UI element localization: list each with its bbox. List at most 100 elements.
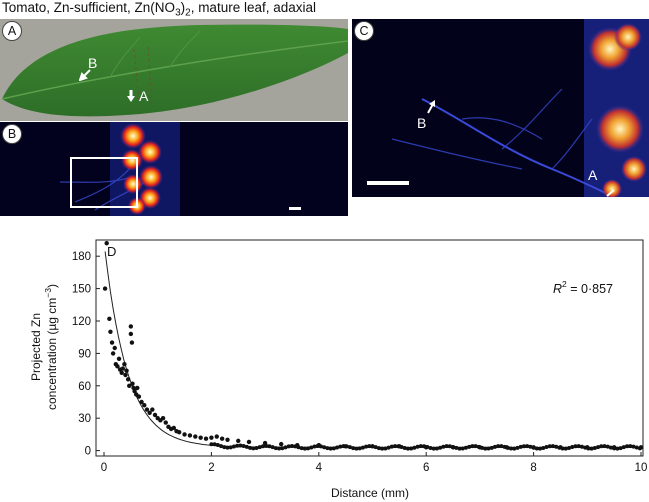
data-point [592,446,597,451]
data-point [238,443,243,448]
data-point [129,340,135,345]
data-point [225,437,230,442]
data-point [541,445,546,450]
zoom-region-box [70,157,138,208]
data-point [412,445,417,450]
data-point [354,446,359,451]
data-point [108,329,113,334]
y-axis-label-line1: Projected Zn [29,313,43,381]
figure-title: Tomato, Zn-sufficient, Zn(NO3)2, mature … [2,0,317,19]
data-point [560,446,565,451]
data-point [135,385,140,391]
data-point [119,370,124,376]
y-tick-label: 30 [78,413,91,425]
y-tick-label: 120 [72,316,91,328]
data-point [505,445,510,450]
data-point [425,445,430,450]
data-point [634,445,639,450]
data-point [454,445,459,450]
data-point [376,446,381,451]
fit-curve [104,251,641,448]
data-point [120,366,125,371]
data-point [538,446,543,451]
data-point [618,446,623,451]
data-point [171,425,177,431]
panel-a-leaf-photo: A B A [0,19,348,121]
arrow-icon [127,90,135,102]
data-point [451,444,456,449]
data-point [579,444,584,449]
data-point [286,444,291,449]
data-point [142,403,147,408]
data-point [386,445,391,450]
data-point [463,445,468,450]
data-point [370,444,375,449]
data-point [422,444,427,449]
data-point [203,436,209,441]
data-point [264,443,269,448]
data-point [576,444,581,449]
data-point [107,316,112,322]
x-axis-ticks: 0 2 4 6 8 10 [101,452,647,474]
data-point [492,444,497,449]
data-point [383,446,388,451]
x-tick-label: 8 [530,462,536,474]
data-point [409,446,414,451]
arrow-icon [79,69,91,81]
data-point [123,372,128,378]
data-point [467,444,472,449]
data-point [193,434,198,439]
data-point [315,444,320,449]
data-point [176,430,182,435]
data-point [589,446,594,451]
x-axis-label: Distance (mm) [331,486,409,500]
data-point [215,442,220,447]
data-point [483,446,488,451]
data-point [335,445,340,450]
data-point [431,446,436,451]
data-point [209,435,214,440]
r-squared-annotation: R2 = 0·857 [553,279,613,296]
data-point [389,444,394,449]
data-point [544,444,549,449]
data-point [273,446,278,451]
data-point [267,444,272,449]
x-tick-label: 0 [101,462,107,474]
panel-b-letter: B [2,124,22,144]
panel-a-letter: A [2,21,22,41]
data-point [380,446,385,451]
data-point [525,444,530,449]
data-point [528,444,533,449]
data-point [364,444,369,449]
y-tick-label: 0 [85,446,91,458]
arrow-icon [606,189,615,197]
data-point [225,445,230,450]
data-point [570,445,575,450]
data-point [557,445,562,450]
data-point [596,445,601,450]
data-point [489,445,494,450]
data-point [637,446,642,451]
data-points [102,241,644,451]
data-point [302,446,307,451]
x-tick-label: 6 [423,462,429,474]
panel-c-zn-map-zoom: C B A [352,19,649,197]
data-point [109,340,115,345]
data-point [347,445,352,450]
data-point [608,445,613,450]
zn-map-detail [352,19,649,197]
data-point [219,436,225,441]
data-point [621,445,626,450]
arrow-icon [427,100,435,114]
data-point [102,286,108,291]
data-point [231,444,236,449]
detail-point-a-label: A [588,167,598,183]
data-point [583,445,588,450]
data-point [277,446,282,451]
data-point [289,444,294,449]
data-point [357,446,362,451]
data-point [496,444,501,449]
data-point [563,446,568,451]
data-point [152,412,158,418]
data-point [599,444,604,449]
